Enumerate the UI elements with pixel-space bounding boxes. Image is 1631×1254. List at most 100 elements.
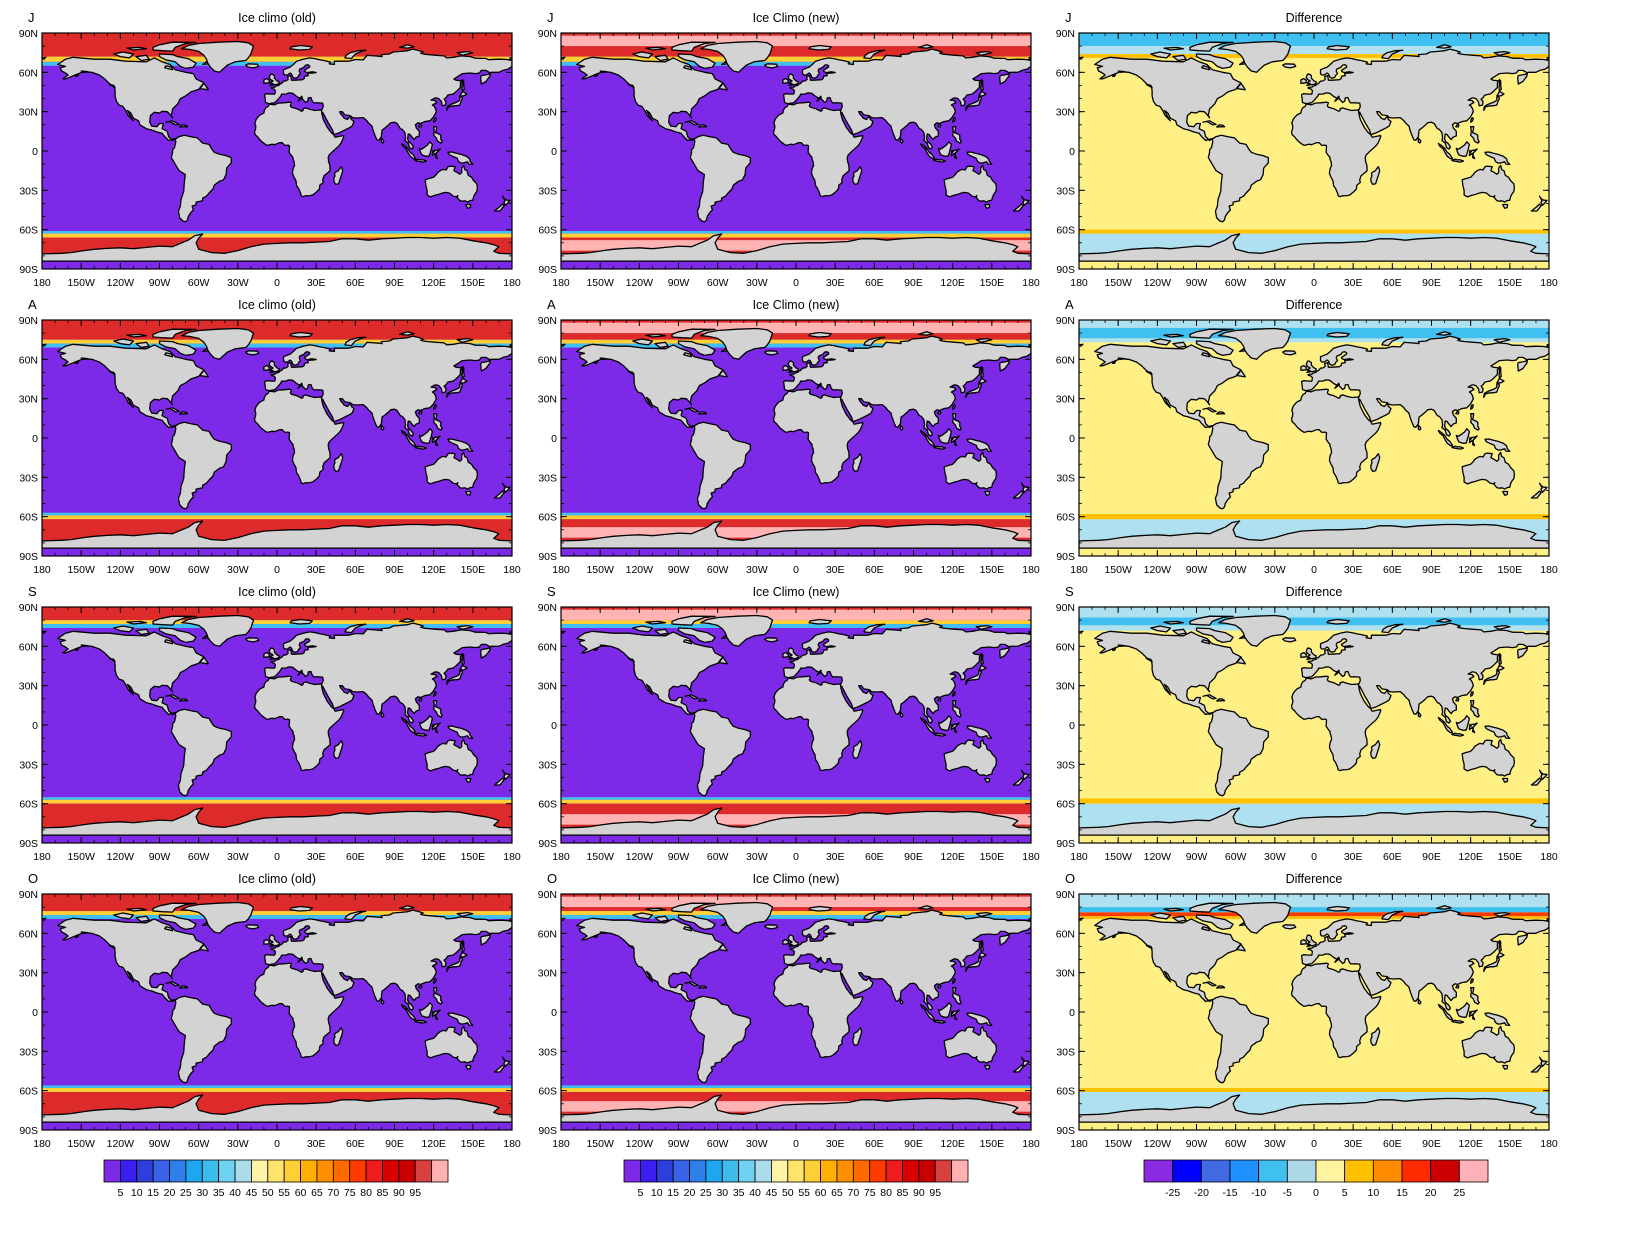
land-polygon	[501, 195, 511, 206]
land-polygon	[1436, 905, 1452, 910]
land-polygon	[1470, 691, 1474, 697]
land-polygon	[1381, 336, 1404, 347]
colorbar-box	[623, 1159, 641, 1183]
lon-label: 30W	[746, 564, 768, 576]
lon-label: 90W	[1186, 851, 1208, 863]
land-polygon	[683, 352, 693, 358]
land-polygon	[289, 905, 313, 912]
colorbar-label: 60	[295, 1187, 307, 1199]
land-polygon	[135, 54, 150, 62]
land-polygon	[263, 622, 512, 724]
lon-label: 180	[1540, 277, 1558, 289]
lon-label: 120W	[107, 277, 135, 289]
ice-band	[42, 797, 512, 800]
land-polygon	[1498, 652, 1502, 666]
colorbar-box	[185, 1159, 203, 1183]
land-polygon	[418, 697, 423, 702]
lat-label: 30S	[1056, 472, 1075, 484]
land-polygon	[984, 490, 991, 496]
land-polygon	[1455, 141, 1471, 157]
lon-label: 0	[274, 564, 280, 576]
lon-label: 0	[274, 277, 280, 289]
month-label: S	[1065, 584, 1074, 599]
colorbar-label: 20	[164, 1187, 176, 1199]
lon-label: 60E	[346, 1138, 365, 1150]
lon-label: 0	[1311, 564, 1317, 576]
ice-band	[42, 515, 512, 520]
land-polygon	[493, 1064, 505, 1073]
land-polygon	[937, 410, 942, 415]
land-polygon	[975, 50, 993, 56]
land-polygon	[863, 623, 886, 634]
ice-band	[1079, 327, 1549, 339]
land-polygon	[599, 357, 608, 360]
colorbar-label: 25	[700, 1187, 712, 1199]
colorbar-label: 65	[311, 1187, 323, 1199]
lon-label: 150E	[1498, 564, 1523, 576]
lat-label: 0	[32, 1007, 38, 1019]
month-label: O	[28, 871, 38, 886]
lon-label: 60E	[346, 851, 365, 863]
lon-label: 180	[33, 1138, 51, 1150]
lon-label: 90E	[904, 1138, 923, 1150]
lon-label: 30E	[1344, 851, 1363, 863]
colorbar-label: 60	[815, 1187, 827, 1199]
land-polygon	[966, 151, 993, 166]
colorbar-box	[771, 1159, 789, 1183]
lon-label: 30E	[307, 277, 326, 289]
land-polygon	[199, 656, 209, 665]
ice-band	[1079, 625, 1549, 631]
lon-label: 120E	[1458, 1138, 1483, 1150]
lat-label: 0	[1069, 720, 1075, 732]
land-polygon	[950, 1009, 960, 1021]
land-polygon	[561, 807, 1031, 836]
land-polygon	[1468, 1009, 1478, 1021]
land-polygon	[645, 46, 667, 51]
lon-label: 60W	[707, 564, 729, 576]
lon-label: 120W	[626, 1138, 654, 1150]
land-polygon	[418, 123, 423, 128]
land-polygon	[1094, 56, 1242, 142]
colorbar-box	[1458, 1159, 1489, 1183]
land-polygon	[1079, 520, 1549, 549]
land-polygon	[74, 74, 80, 78]
land-polygon	[263, 909, 512, 1011]
land-polygon	[918, 618, 934, 623]
land-polygon	[1218, 327, 1292, 360]
land-polygon	[1117, 644, 1126, 647]
land-polygon	[418, 1002, 434, 1018]
land-polygon	[700, 901, 774, 934]
land-polygon	[1238, 635, 1246, 640]
land-polygon	[1202, 694, 1217, 700]
land-polygon	[1461, 164, 1516, 203]
land-polygon	[289, 618, 313, 625]
land-polygon	[1538, 769, 1548, 780]
lat-label: 30S	[538, 185, 557, 197]
land-polygon	[333, 1027, 344, 1047]
ice-band	[1079, 338, 1549, 343]
land-polygon	[808, 618, 832, 625]
lon-label: 150W	[586, 1138, 614, 1150]
land-polygon	[1216, 698, 1226, 702]
land-polygon	[431, 435, 441, 447]
land-polygon	[899, 998, 904, 1005]
land-polygon	[1496, 377, 1505, 384]
lat-label: 60S	[1056, 1086, 1075, 1098]
land-polygon	[683, 65, 693, 71]
lat-label: 30N	[19, 681, 38, 693]
colorbar-box	[639, 1159, 658, 1183]
lon-label: 180	[33, 277, 51, 289]
land-polygon	[1282, 637, 1297, 643]
land-polygon	[1216, 124, 1226, 128]
lon-label: 90W	[1186, 277, 1208, 289]
land-polygon	[201, 635, 209, 640]
land-polygon	[599, 931, 608, 934]
land-polygon	[943, 1025, 998, 1064]
ice-band	[42, 914, 512, 919]
land-polygon	[1538, 195, 1548, 206]
lon-label: 120E	[421, 1138, 446, 1150]
land-polygon	[1470, 978, 1474, 984]
land-polygon	[852, 166, 863, 186]
colorbar-box	[689, 1159, 707, 1183]
lat-label: 90S	[538, 551, 557, 563]
